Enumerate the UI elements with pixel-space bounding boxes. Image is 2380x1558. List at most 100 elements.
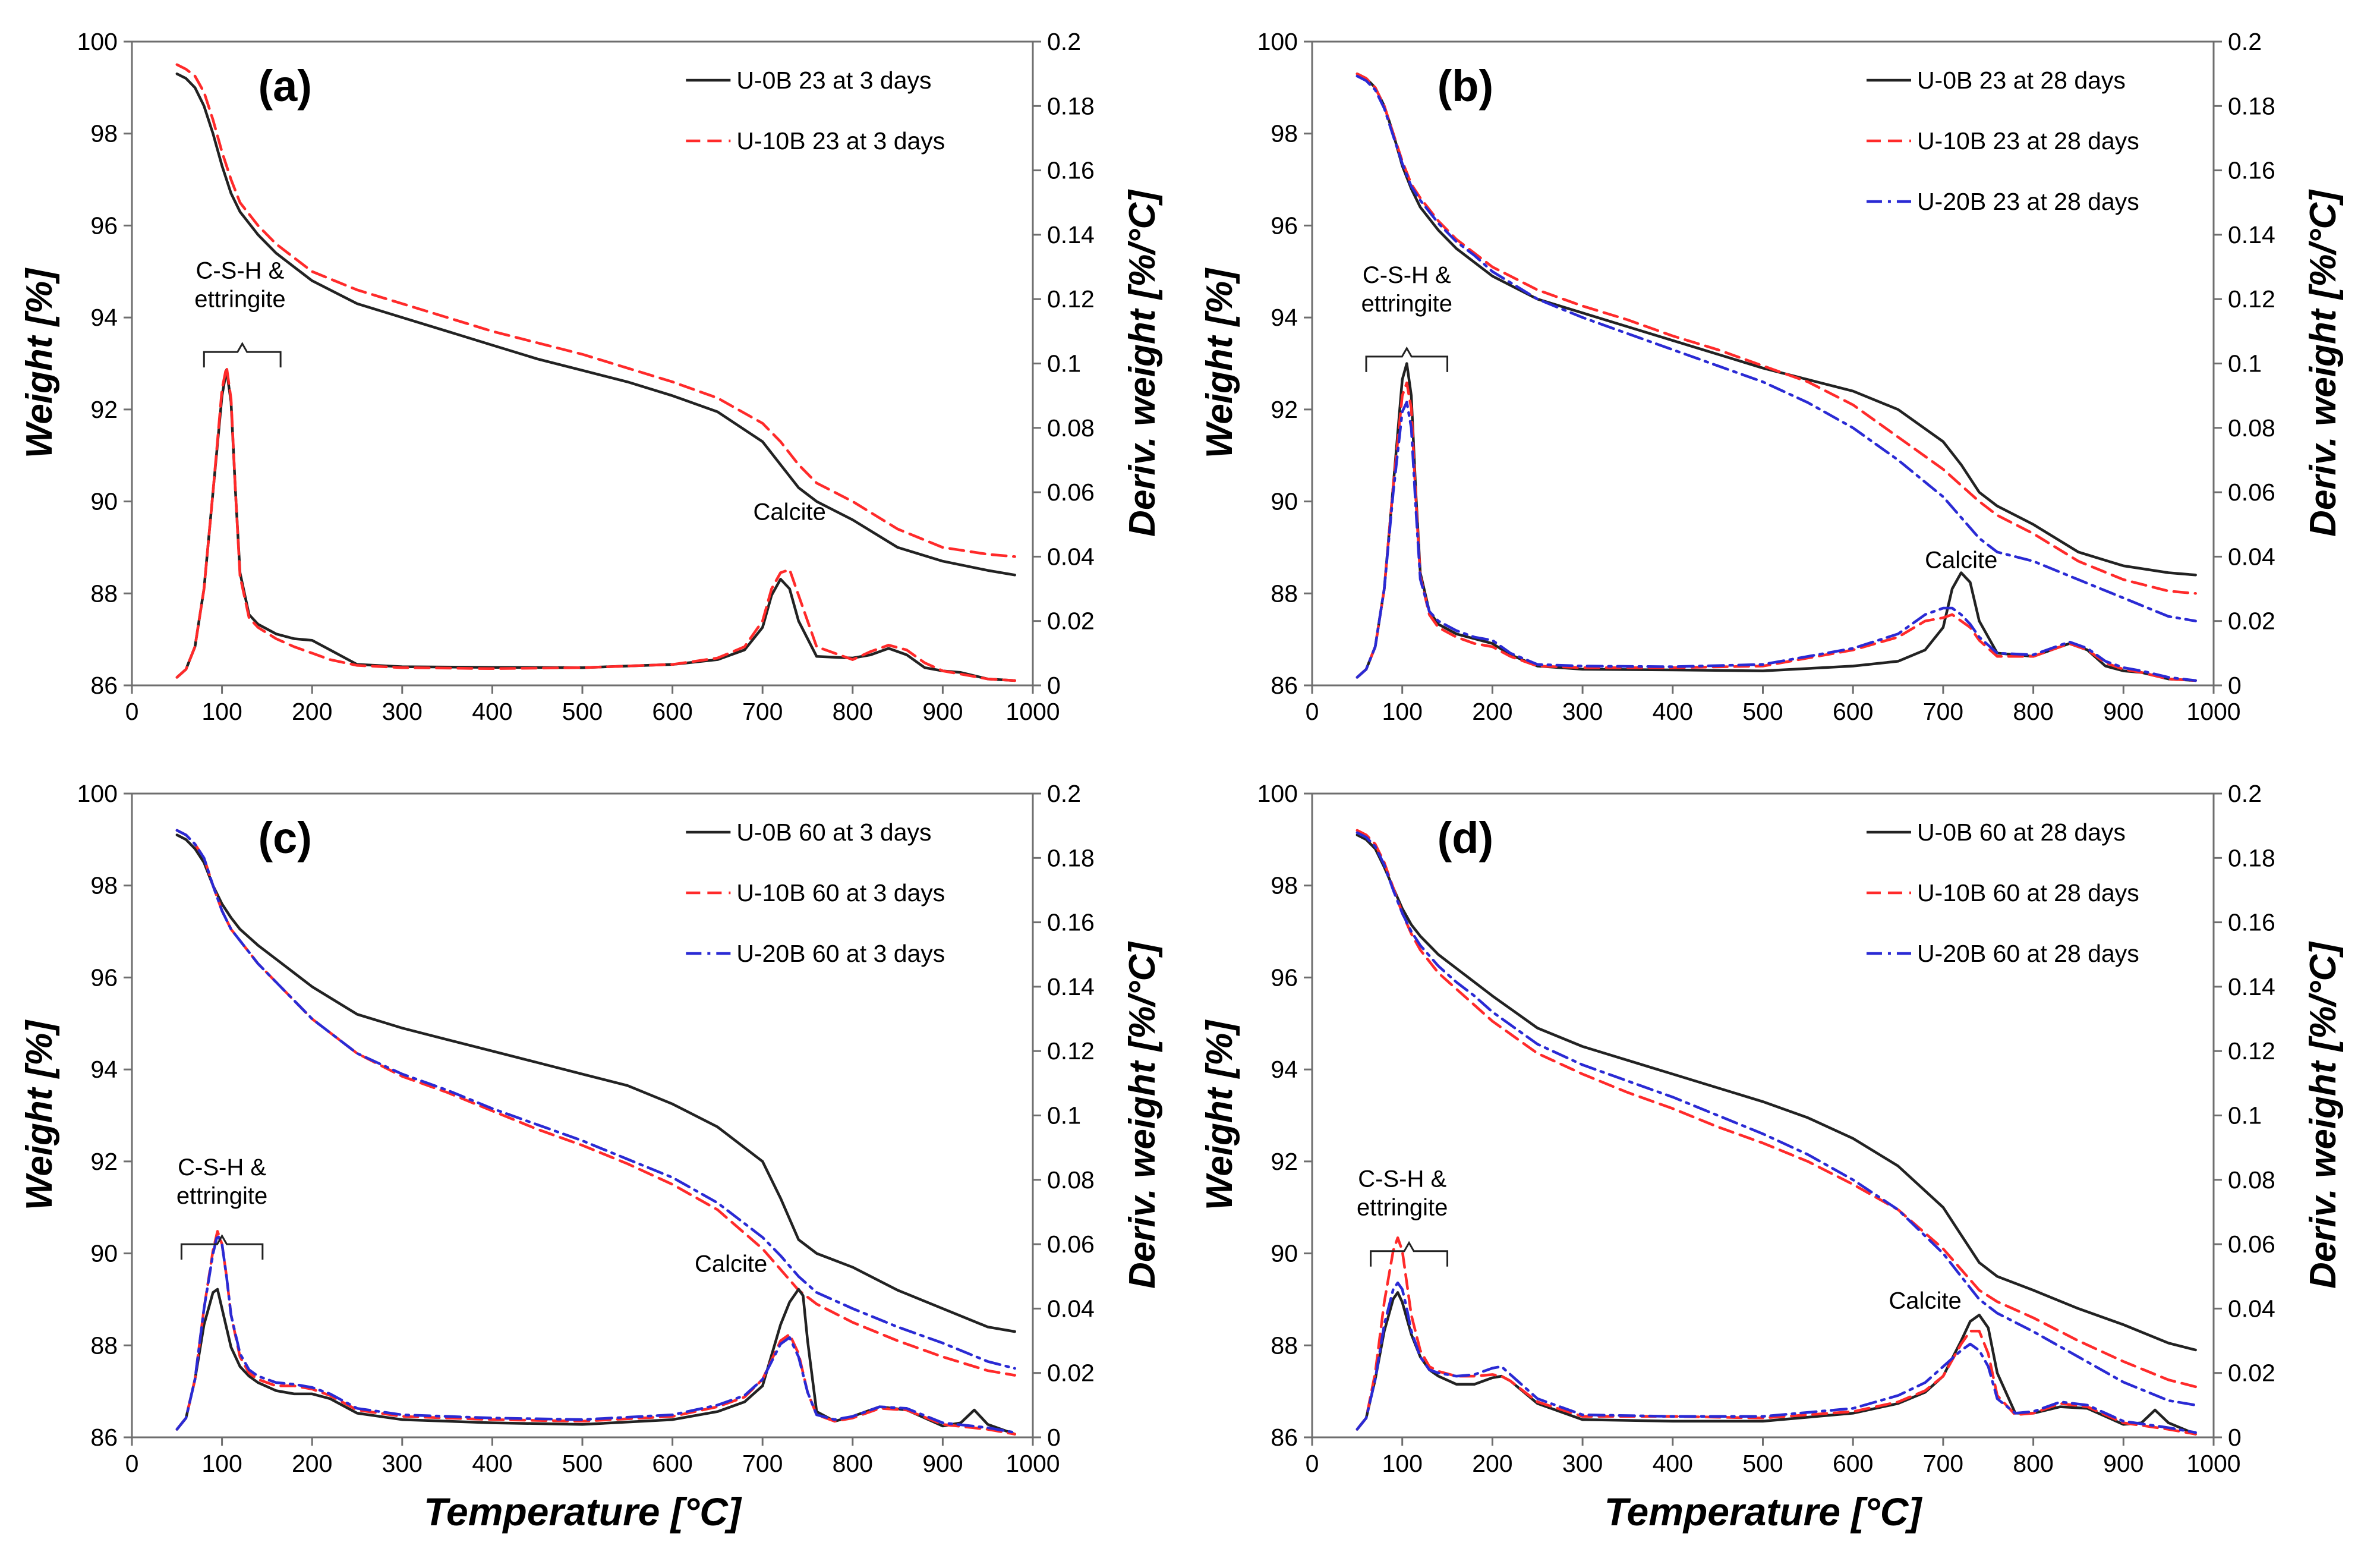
x-tick-label: 100 (1382, 1450, 1422, 1477)
y2-tick-label: 0 (1047, 672, 1061, 699)
x-tick-label: 500 (562, 698, 603, 725)
x-tick-label: 1000 (1005, 1450, 1060, 1477)
x-tick-label: 200 (1472, 1450, 1512, 1477)
annotation-bracket (203, 342, 282, 368)
annotation-text: Calcite (1925, 547, 1997, 574)
y-tick-label: 90 (90, 1240, 118, 1267)
y2-tick-label: 0.2 (1047, 28, 1081, 55)
x-tick-label: 400 (472, 698, 512, 725)
series-line-dtg-2 (175, 369, 1016, 682)
annotation-text: C-S-H & (178, 1154, 266, 1181)
y2-tick-label: 0.08 (2228, 1166, 2275, 1194)
y2-axis-title: Deriv. weight [%/°C] (1122, 189, 1163, 537)
x-tick-label: 1000 (2186, 698, 2240, 725)
x-tick-label: 300 (1562, 1450, 1603, 1477)
y-tick-label: 96 (90, 964, 118, 991)
y2-tick-label: 0.18 (1047, 844, 1095, 871)
panel-b: 0 100 200 300 400 500 600 700 800 900 100086889092… (1199, 28, 2344, 725)
series-line-tga-0 (1356, 833, 2197, 1352)
x-tick-label: 200 (292, 698, 332, 725)
series-group (1356, 72, 2197, 682)
legend-label: U-0B 23 at 28 days (1917, 67, 2126, 94)
series-line-dtg-3 (1356, 1291, 2197, 1436)
y-axis-title: Weight [%] (1199, 267, 1240, 458)
x-tick-label: 500 (562, 1450, 603, 1477)
x-tick-label: 600 (1833, 1450, 1873, 1477)
series-line-dtg-4 (1356, 1236, 2197, 1436)
annotation-text: Calcite (1889, 1288, 1961, 1314)
y2-tick-label: 0.14 (2228, 221, 2275, 248)
x-tick-label: 400 (472, 1450, 512, 1477)
panel-label: (a) (258, 61, 311, 111)
series-line-dtg-4 (1356, 381, 2197, 682)
series-line-tga-0 (175, 833, 1016, 1333)
x-tick-label: 200 (1472, 698, 1512, 725)
y2-tick-label: 0.04 (2228, 1295, 2275, 1322)
series-line-tga-1 (175, 63, 1016, 558)
x-tick-label: 800 (833, 1450, 873, 1477)
y-tick-label: 96 (1271, 212, 1298, 239)
x-tick-label: 0 (125, 1450, 139, 1477)
y2-tick-label: 0.02 (2228, 1359, 2275, 1387)
annotation-text: ettringite (176, 1183, 267, 1209)
y2-tick-label: 0.16 (1047, 909, 1095, 936)
annotation-bracket (180, 1234, 264, 1260)
y-tick-label: 94 (1271, 304, 1298, 331)
y-axis-title: Weight [%] (19, 1019, 60, 1210)
series-line-dtg-3 (175, 1288, 1016, 1436)
x-tick-label: 800 (2013, 1450, 2053, 1477)
y-tick-label: 98 (90, 120, 118, 147)
y2-tick-label: 0.02 (1047, 1359, 1095, 1387)
y-axis-title: Weight [%] (1199, 1019, 1240, 1210)
y2-tick-label: 0.12 (1047, 285, 1095, 313)
y-tick-label: 98 (90, 872, 118, 899)
legend-label: U-0B 23 at 3 days (736, 67, 931, 94)
y2-tick-label: 0.06 (1047, 1230, 1095, 1258)
x-tick-label: 800 (833, 698, 873, 725)
y2-tick-label: 0.12 (2228, 1037, 2275, 1065)
y-tick-label: 92 (1271, 1148, 1298, 1175)
y-tick-label: 98 (1271, 120, 1298, 147)
y-tick-label: 88 (1271, 580, 1298, 607)
y2-tick-label: 0.12 (2228, 285, 2275, 313)
y-tick-label: 100 (77, 28, 118, 55)
annotation-text: ettringite (194, 286, 285, 312)
x-tick-label: 700 (1923, 1450, 1963, 1477)
y2-tick-label: 0.16 (2228, 157, 2275, 184)
series-line-dtg-5 (1356, 1281, 2197, 1434)
series-line-dtg-3 (1356, 362, 2197, 682)
legend-label: U-10B 60 at 28 days (1917, 879, 2139, 907)
y-tick-label: 86 (1271, 672, 1298, 699)
y-tick-label: 88 (1271, 1332, 1298, 1359)
x-tick-label: 600 (652, 1450, 692, 1477)
panel-label: (b) (1438, 61, 1494, 111)
y2-tick-label: 0.12 (1047, 1037, 1095, 1065)
legend-label: U-20B 23 at 28 days (1917, 188, 2139, 215)
legend-label: U-0B 60 at 3 days (736, 819, 931, 846)
annotation-text: Calcite (754, 499, 826, 525)
x-tick-label: 100 (201, 698, 242, 725)
y2-tick-label: 0.14 (1047, 221, 1095, 248)
x-tick-label: 400 (1653, 1450, 1693, 1477)
legend-label: U-10B 23 at 28 days (1917, 127, 2139, 155)
y-tick-label: 100 (77, 780, 118, 807)
panel-d: 0 100 200 300 400 500 600 700 800 900 100086889092… (1199, 780, 2344, 1534)
y2-axis-title: Deriv. weight [%/°C] (2303, 941, 2344, 1289)
y2-tick-label: 0.02 (1047, 608, 1095, 635)
x-tick-label: 0 (125, 698, 139, 725)
y2-tick-label: 0 (1047, 1424, 1061, 1451)
y2-tick-label: 0.02 (2228, 608, 2275, 635)
x-tick-label: 600 (652, 698, 692, 725)
y-tick-label: 86 (1271, 1424, 1298, 1451)
y2-tick-label: 0.2 (1047, 780, 1081, 807)
y2-tick-label: 0.1 (2228, 350, 2262, 377)
series-line-tga-0 (175, 72, 1016, 577)
legend-label: U-10B 60 at 3 days (736, 879, 945, 907)
y-tick-label: 86 (90, 672, 118, 699)
y2-tick-label: 0.14 (1047, 973, 1095, 1000)
x-tick-label: 700 (742, 1450, 783, 1477)
x-axis-title: Temperature [°C] (1604, 1490, 1923, 1534)
y-tick-label: 98 (1271, 872, 1298, 899)
legend-label: U-10B 23 at 3 days (736, 127, 945, 155)
annotation-text: C-S-H & (1358, 1166, 1446, 1192)
